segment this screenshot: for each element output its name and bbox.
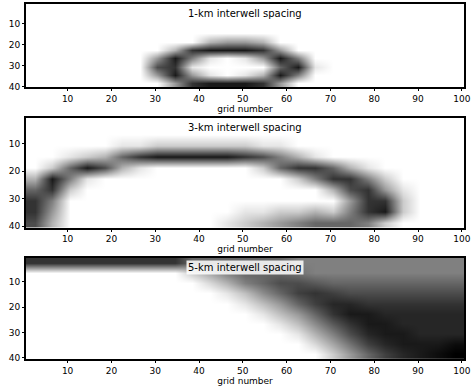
svg-text:70: 70 bbox=[325, 94, 337, 104]
svg-text:30: 30 bbox=[9, 194, 21, 204]
svg-text:40: 40 bbox=[193, 94, 205, 104]
svg-text:30: 30 bbox=[9, 328, 21, 338]
svg-text:90: 90 bbox=[412, 234, 424, 244]
svg-text:10: 10 bbox=[9, 277, 21, 287]
svg-text:10: 10 bbox=[62, 234, 74, 244]
svg-text:40: 40 bbox=[193, 366, 205, 376]
svg-text:grid number: grid number bbox=[217, 244, 273, 254]
svg-text:90: 90 bbox=[412, 366, 424, 376]
svg-text:60: 60 bbox=[281, 366, 293, 376]
svg-text:20: 20 bbox=[9, 166, 21, 176]
svg-text:100: 100 bbox=[453, 94, 470, 104]
svg-text:grid number: grid number bbox=[217, 376, 273, 386]
svg-text:20: 20 bbox=[106, 234, 118, 244]
svg-text:20: 20 bbox=[106, 94, 118, 104]
svg-text:10: 10 bbox=[9, 139, 21, 149]
svg-text:40: 40 bbox=[9, 353, 21, 363]
svg-text:30: 30 bbox=[9, 61, 21, 71]
svg-text:10: 10 bbox=[9, 19, 21, 29]
svg-text:10: 10 bbox=[62, 94, 74, 104]
svg-text:30: 30 bbox=[149, 234, 161, 244]
svg-text:10: 10 bbox=[62, 366, 74, 376]
svg-text:90: 90 bbox=[412, 94, 424, 104]
svg-text:40: 40 bbox=[9, 221, 21, 231]
svg-text:80: 80 bbox=[368, 366, 380, 376]
svg-text:70: 70 bbox=[325, 366, 337, 376]
svg-text:100: 100 bbox=[453, 234, 470, 244]
svg-text:grid number: grid number bbox=[217, 104, 273, 114]
svg-text:50: 50 bbox=[237, 94, 249, 104]
svg-text:60: 60 bbox=[281, 94, 293, 104]
svg-text:20: 20 bbox=[106, 366, 118, 376]
svg-text:60: 60 bbox=[281, 234, 293, 244]
svg-text:1-km interwell spacing: 1-km interwell spacing bbox=[188, 8, 302, 19]
svg-text:40: 40 bbox=[193, 234, 205, 244]
svg-text:50: 50 bbox=[237, 366, 249, 376]
svg-text:20: 20 bbox=[9, 40, 21, 50]
svg-text:70: 70 bbox=[325, 234, 337, 244]
svg-text:30: 30 bbox=[149, 366, 161, 376]
svg-text:80: 80 bbox=[368, 234, 380, 244]
svg-text:5-km interwell spacing: 5-km interwell spacing bbox=[188, 262, 302, 273]
svg-text:50: 50 bbox=[237, 234, 249, 244]
svg-text:100: 100 bbox=[453, 366, 470, 376]
svg-text:40: 40 bbox=[9, 82, 21, 92]
svg-text:30: 30 bbox=[149, 94, 161, 104]
svg-text:3-km interwell spacing: 3-km interwell spacing bbox=[188, 122, 302, 133]
svg-text:20: 20 bbox=[9, 302, 21, 312]
svg-text:80: 80 bbox=[368, 94, 380, 104]
